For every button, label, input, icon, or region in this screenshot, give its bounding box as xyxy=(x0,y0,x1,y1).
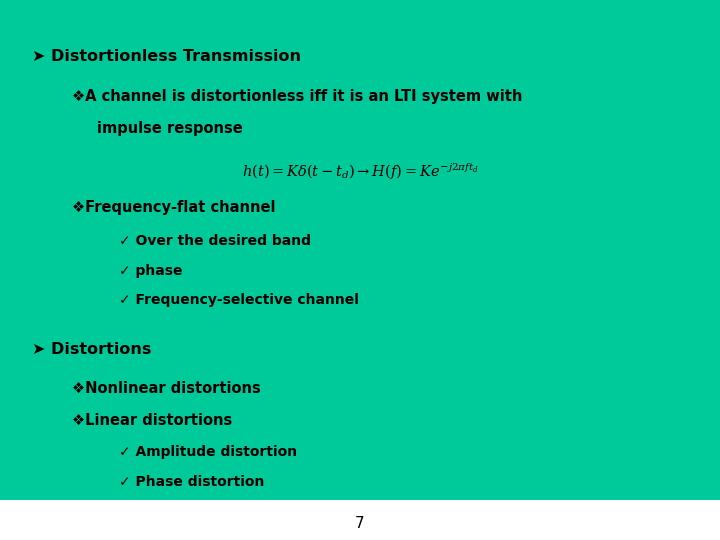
Text: 7: 7 xyxy=(355,516,365,531)
Text: impulse response: impulse response xyxy=(97,122,243,137)
Text: ✓ Amplitude distortion: ✓ Amplitude distortion xyxy=(119,446,297,460)
Text: ✓ Over the desired band: ✓ Over the desired band xyxy=(119,234,311,248)
Text: ✓ Phase distortion: ✓ Phase distortion xyxy=(119,475,264,489)
Text: ➤ Distortions: ➤ Distortions xyxy=(32,342,152,357)
Text: ✓ phase: ✓ phase xyxy=(119,264,182,278)
Text: ❖Nonlinear distortions: ❖Nonlinear distortions xyxy=(72,381,261,396)
Text: ❖A channel is distortionless iff it is an LTI system with: ❖A channel is distortionless iff it is a… xyxy=(72,89,523,104)
Text: ❖Frequency-flat channel: ❖Frequency-flat channel xyxy=(72,200,276,215)
Text: ❖Linear distortions: ❖Linear distortions xyxy=(72,413,233,428)
Text: $h(t) = K\delta(t - t_d) \rightarrow H(f) = Ke^{-j2\pi ft_d}$: $h(t) = K\delta(t - t_d) \rightarrow H(f… xyxy=(242,162,478,183)
Text: ✓ Frequency-selective channel: ✓ Frequency-selective channel xyxy=(119,293,359,307)
Text: ➤ Distortionless Transmission: ➤ Distortionless Transmission xyxy=(32,49,302,64)
